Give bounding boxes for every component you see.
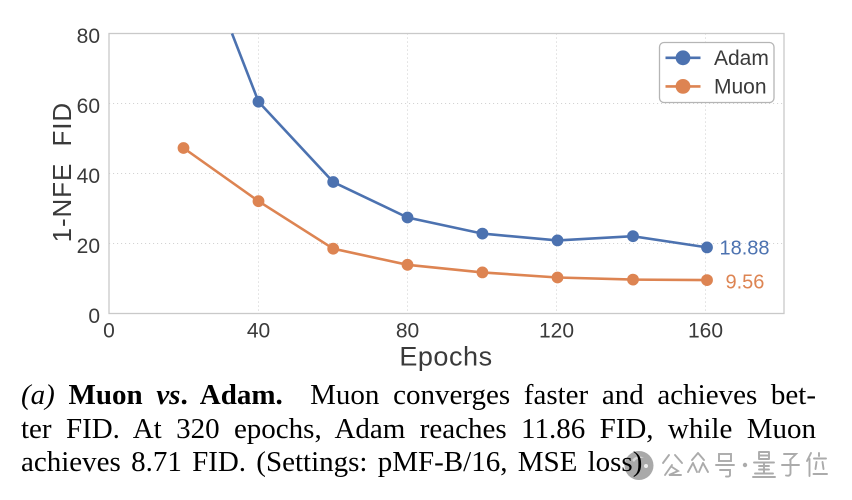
svg-text:0: 0 <box>103 320 115 343</box>
svg-text:Muon: Muon <box>714 75 767 98</box>
svg-text:40: 40 <box>247 320 270 343</box>
svg-text:120: 120 <box>539 320 574 343</box>
svg-text:Epochs: Epochs <box>399 342 492 372</box>
svg-text:40: 40 <box>77 165 100 188</box>
svg-text:Adam: Adam <box>714 47 769 70</box>
svg-text:1-NFE FID: 1-NFE FID <box>47 102 77 242</box>
svg-text:0: 0 <box>88 305 100 328</box>
svg-text:80: 80 <box>77 25 100 48</box>
svg-text:60: 60 <box>77 95 100 118</box>
svg-text:9.56: 9.56 <box>726 271 765 293</box>
svg-text:20: 20 <box>77 235 100 258</box>
svg-text:18.88: 18.88 <box>720 237 770 259</box>
svg-text:80: 80 <box>396 320 419 343</box>
svg-text:160: 160 <box>688 320 723 343</box>
